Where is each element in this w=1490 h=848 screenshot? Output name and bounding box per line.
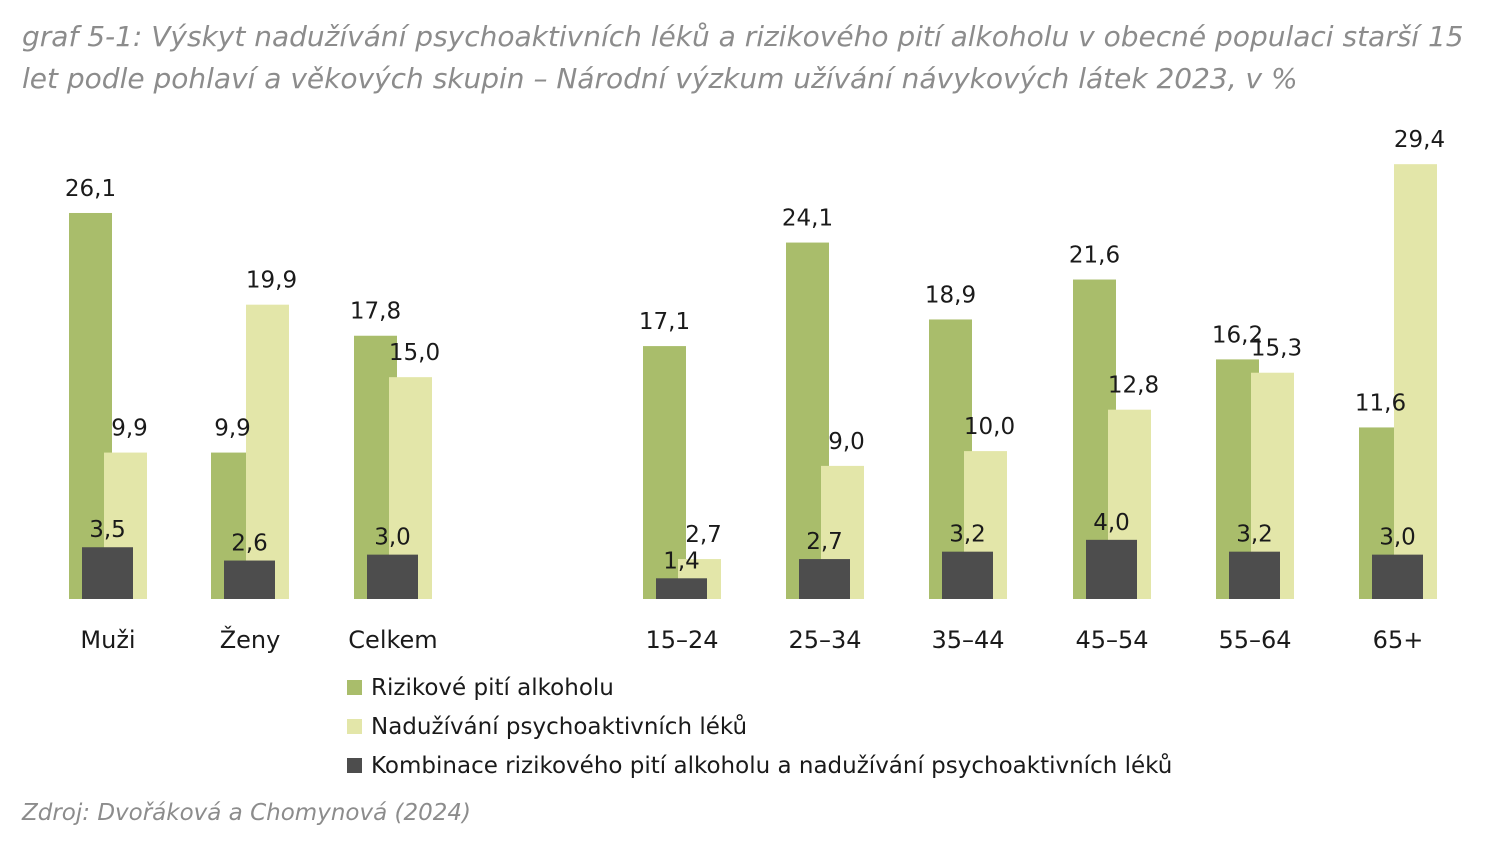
source-note: Zdroj: Dvořáková a Chomynová (2024) bbox=[22, 800, 471, 826]
bar-combination bbox=[1372, 554, 1423, 599]
bar-drugs bbox=[246, 304, 289, 599]
category-label: Celkem bbox=[348, 626, 437, 654]
category-label: 55–64 bbox=[1218, 626, 1291, 654]
legend-item-combination: Kombinace rizikového pití alkoholu a nad… bbox=[347, 746, 1172, 785]
data-label-drugs: 29,4 bbox=[1394, 127, 1445, 153]
bar-combination bbox=[656, 578, 707, 599]
data-label-combination: 3,2 bbox=[1236, 522, 1273, 548]
category-label: 65+ bbox=[1373, 626, 1424, 654]
data-label-drugs: 19,9 bbox=[246, 268, 297, 294]
bar-combination bbox=[1086, 539, 1137, 599]
bar-combination bbox=[367, 554, 418, 599]
category-label: Ženy bbox=[220, 625, 281, 654]
data-label-drugs: 12,8 bbox=[1108, 373, 1159, 399]
data-label-drugs: 15,0 bbox=[389, 340, 440, 366]
data-label-combination: 1,4 bbox=[663, 548, 700, 574]
data-label-combination: 3,0 bbox=[1379, 525, 1416, 551]
data-label-combination: 2,7 bbox=[806, 529, 843, 555]
data-label-alcohol: 18,9 bbox=[925, 282, 976, 308]
legend: Rizikové pití alkoholu Nadužívání psycho… bbox=[347, 668, 1172, 785]
bar-alcohol bbox=[643, 346, 686, 599]
data-label-drugs: 15,3 bbox=[1251, 336, 1302, 362]
bar-drugs bbox=[1394, 164, 1437, 599]
data-label-alcohol: 16,2 bbox=[1212, 322, 1263, 348]
category-label: 25–34 bbox=[788, 626, 861, 654]
chart-title: graf 5-1: Výskyt nadužívání psychoaktivn… bbox=[22, 20, 1464, 95]
data-label-alcohol: 21,6 bbox=[1069, 243, 1120, 269]
legend-label-drugs: Nadužívání psychoaktivních léků bbox=[371, 713, 748, 740]
data-label-alcohol: 26,1 bbox=[65, 176, 116, 202]
category-label: 45–54 bbox=[1075, 626, 1148, 654]
legend-swatch-alcohol bbox=[347, 680, 362, 695]
data-label-alcohol: 17,8 bbox=[350, 299, 401, 325]
data-label-drugs: 2,7 bbox=[685, 522, 722, 548]
data-label-alcohol: 9,9 bbox=[214, 416, 251, 442]
data-label-drugs: 9,9 bbox=[111, 416, 148, 442]
legend-label-alcohol: Rizikové pití alkoholu bbox=[371, 674, 614, 701]
legend-item-drugs: Nadužívání psychoaktivních léků bbox=[347, 707, 1172, 746]
data-label-combination: 3,5 bbox=[89, 517, 126, 543]
data-label-drugs: 9,0 bbox=[828, 429, 865, 455]
bar-combination bbox=[942, 551, 993, 599]
legend-label-combination: Kombinace rizikového pití alkoholu a nad… bbox=[371, 752, 1173, 779]
data-label-alcohol: 11,6 bbox=[1355, 390, 1406, 416]
category-label: Muži bbox=[80, 626, 135, 654]
category-label: 15–24 bbox=[645, 626, 718, 654]
category-label: 35–44 bbox=[931, 626, 1004, 654]
data-label-combination: 3,0 bbox=[374, 525, 411, 551]
bar-combination bbox=[1229, 551, 1280, 599]
bar-combination bbox=[799, 559, 850, 599]
data-label-combination: 4,0 bbox=[1093, 510, 1130, 536]
legend-swatch-drugs bbox=[347, 719, 362, 734]
data-label-alcohol: 17,1 bbox=[639, 309, 690, 335]
data-label-combination: 2,6 bbox=[231, 531, 268, 557]
legend-swatch-combination bbox=[347, 758, 362, 773]
bar-combination bbox=[82, 547, 133, 599]
bar-combination bbox=[224, 560, 275, 599]
legend-item-alcohol: Rizikové pití alkoholu bbox=[347, 668, 1172, 707]
data-label-alcohol: 24,1 bbox=[782, 206, 833, 232]
data-label-combination: 3,2 bbox=[949, 522, 986, 548]
data-label-drugs: 10,0 bbox=[964, 414, 1015, 440]
